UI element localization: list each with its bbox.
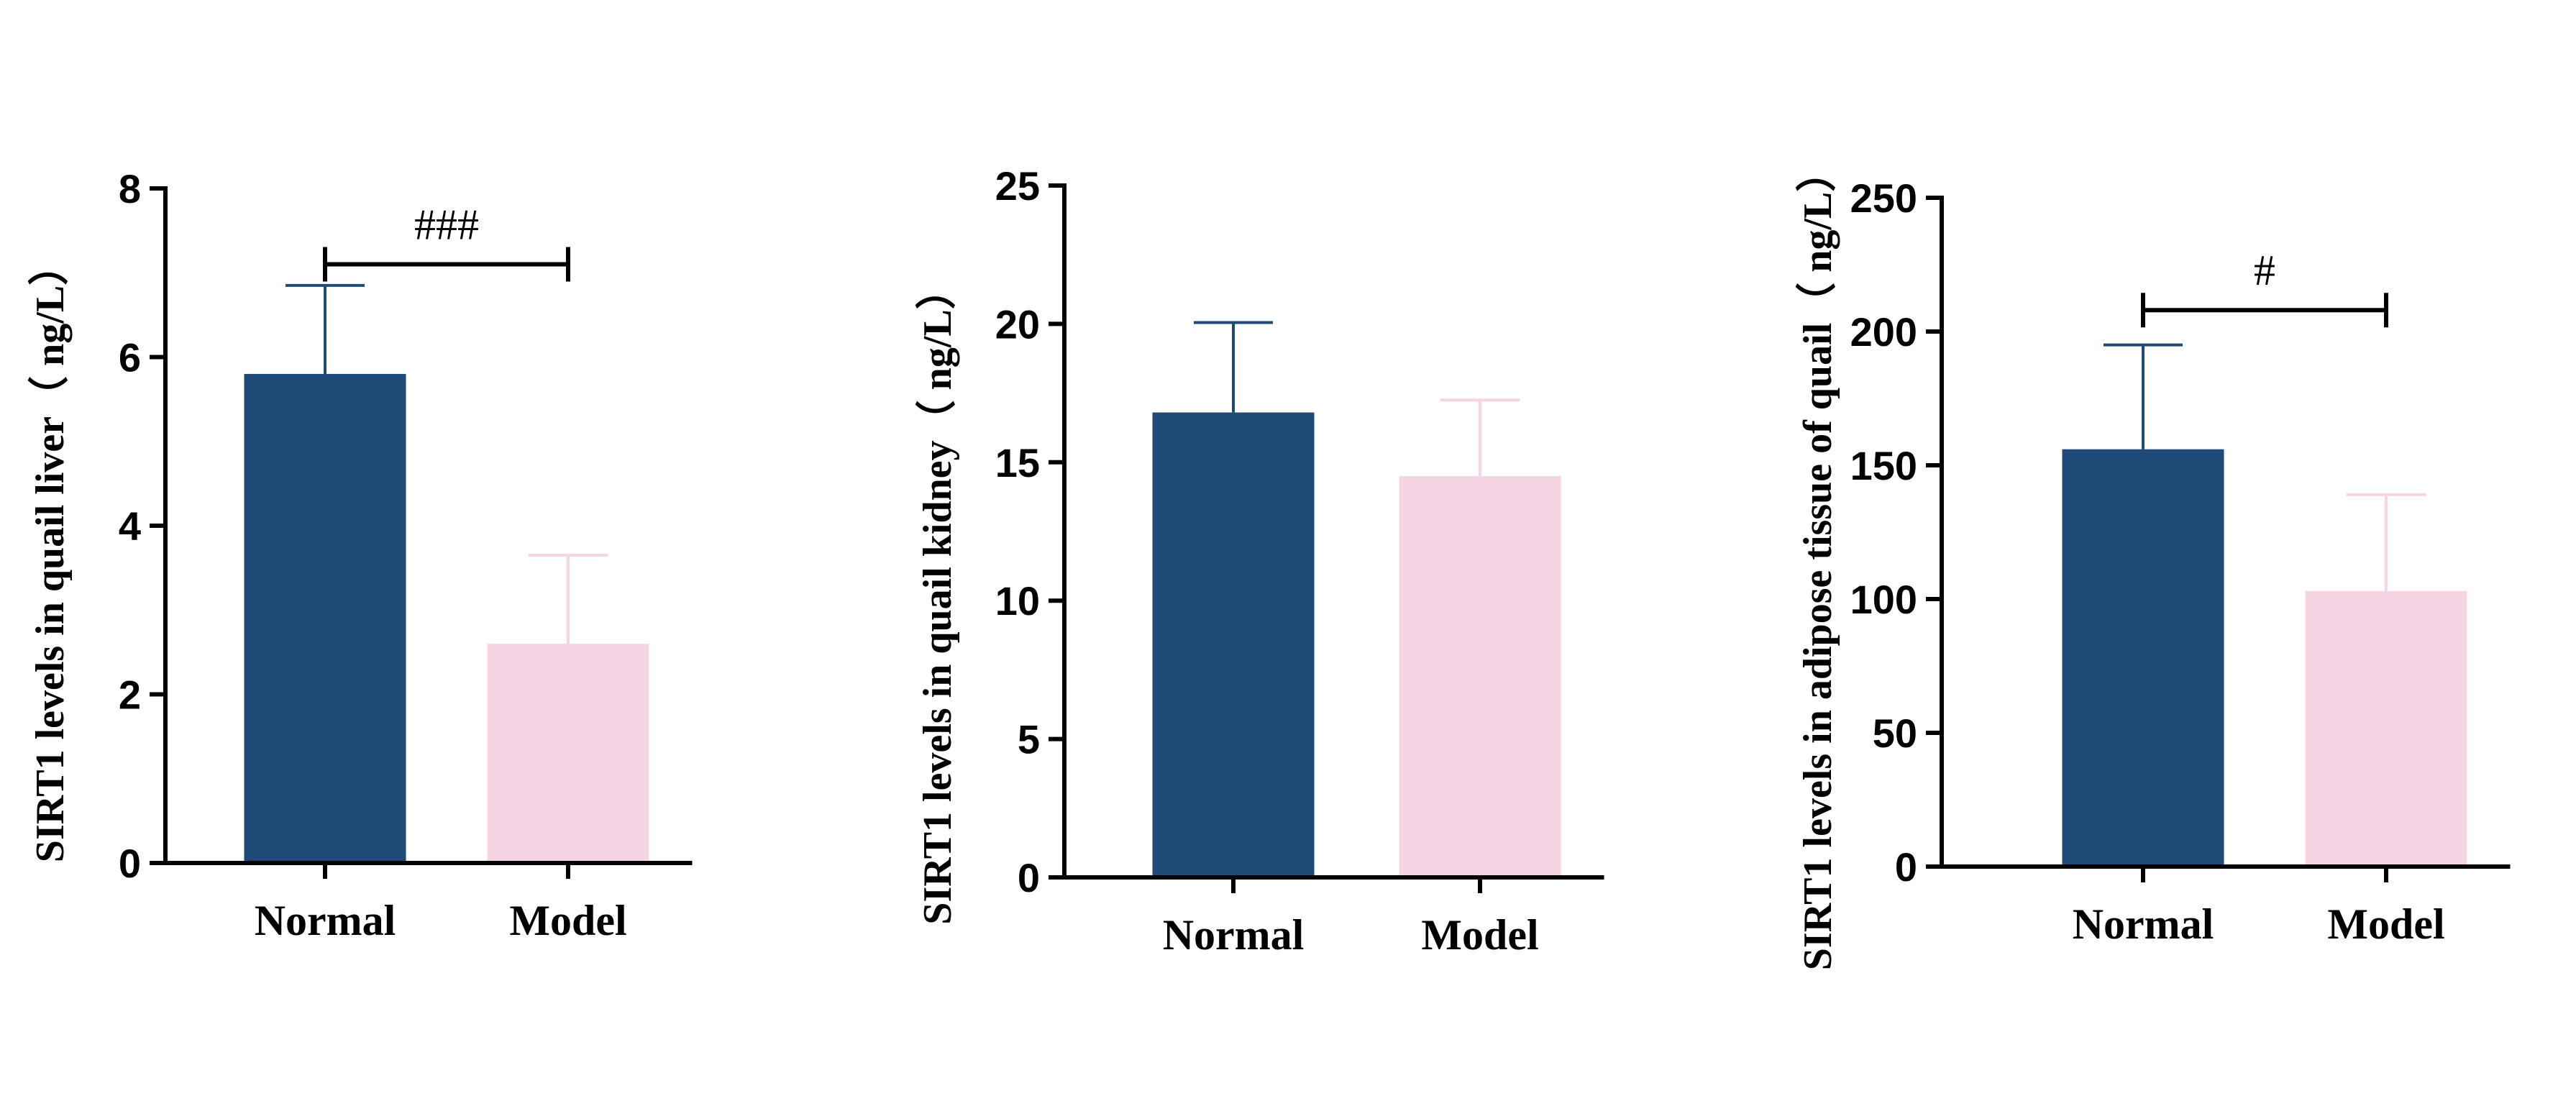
liver-panel: SIRT1 levels in quail liver（ ng/L） 0 2 4 6 8… (27, 166, 693, 944)
adipose-category-label-normal: Normal (2073, 900, 2214, 948)
liver-category-label-normal: Normal (255, 897, 396, 944)
kidney-category-label-normal: Normal (1163, 911, 1305, 959)
kidney-ytick-label-0: 0 (1018, 855, 1040, 900)
adipose-ytick-label-100: 100 (1850, 577, 1917, 622)
liver-sig-label: ### (414, 201, 479, 249)
liver-bar-model (487, 644, 649, 863)
kidney-category-label-model: Model (1421, 911, 1538, 959)
kidney-ytick-label-20: 20 (995, 301, 1040, 347)
adipose-ytick-label-50: 50 (1873, 711, 1917, 756)
adipose-bar-model (2305, 590, 2467, 867)
adipose-ylabel: SIRT1 levels in adipose tissue of quail（… (1795, 152, 1840, 970)
kidney-ylabel: SIRT1 levels in quail kidney（ ng/L） (915, 269, 960, 924)
liver-ytick-label-6: 6 (119, 335, 141, 380)
adipose-ytick-label-150: 150 (1850, 443, 1917, 488)
kidney-panel: SIRT1 levels in quail kidney（ ng/L） 0 5 10… (915, 163, 1604, 959)
adipose-ytick-label-200: 200 (1850, 309, 1917, 355)
liver-ytick-label-0: 0 (119, 841, 141, 886)
adipose-ytick-label-250: 250 (1850, 175, 1917, 221)
kidney-ytick-label-25: 25 (995, 163, 1040, 209)
liver-ytick-label-4: 4 (119, 503, 141, 549)
adipose-bar-normal (2062, 449, 2224, 867)
liver-ytick-label-2: 2 (119, 672, 141, 718)
kidney-bar-model (1399, 476, 1561, 877)
adipose-panel: SIRT1 levels in adipose tissue of quail（… (1795, 152, 2511, 970)
kidney-ytick-label-10: 10 (995, 578, 1040, 624)
adipose-ytick-label-0: 0 (1895, 844, 1917, 890)
liver-bar-normal (244, 373, 406, 863)
liver-category-label-model: Model (509, 897, 626, 944)
liver-ylabel: SIRT1 levels in quail liver（ ng/L） (27, 245, 73, 862)
adipose-category-label-model: Model (2327, 900, 2444, 948)
kidney-ytick-label-15: 15 (995, 440, 1040, 485)
adipose-sig-label: # (2254, 247, 2275, 294)
liver-ytick-label-8: 8 (119, 166, 141, 211)
kidney-ytick-label-5: 5 (1018, 717, 1040, 762)
kidney-bar-normal (1152, 412, 1315, 877)
